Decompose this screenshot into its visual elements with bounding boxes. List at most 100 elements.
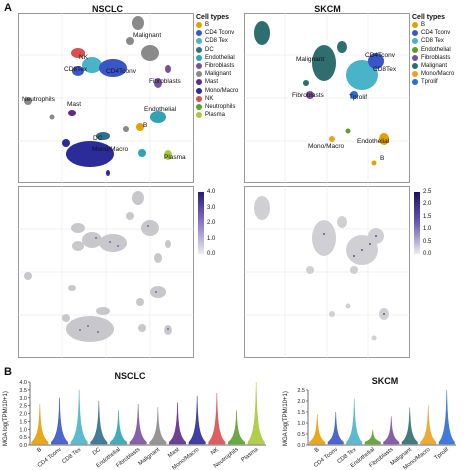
nsclc-violin-category-label: Mast (167, 447, 181, 460)
nsclc-violin-violin (247, 381, 265, 445)
legend-dot-icon (412, 38, 418, 45)
nsclc-expression-clusters (24, 191, 172, 342)
nsclc-legend-item: DC (196, 46, 238, 54)
nsclc-cbar-tick: 2.0 (207, 220, 216, 226)
nsclc-legend-item: Mast (196, 78, 238, 86)
legend-label: Malignant (205, 71, 232, 78)
nsclc-title: NSCLC (92, 4, 123, 14)
nsclc-legend-item: Mono/Macro (196, 87, 238, 95)
skcm-label-endothelial: Endothelial (357, 138, 390, 145)
nsclc-violin-violin (208, 393, 226, 445)
legend-dot-icon (412, 30, 418, 37)
nsclc-violin-category-label: B (36, 447, 43, 454)
legend-label: DC (205, 46, 214, 53)
skcm-clusters (254, 21, 389, 166)
nsclc-cbar-tick: 1.0 (207, 235, 216, 242)
skcm-violin-violin (420, 405, 437, 445)
skcm-violin-ytick-label: 0.0 (297, 443, 305, 449)
skcm-label-monomacro: Mono/Macro (308, 143, 345, 150)
skcm-legend-title: Cell types (412, 14, 446, 21)
nsclc-legend-item: Plasma (196, 111, 238, 119)
legend-label: Plasma (205, 112, 226, 119)
skcm-label-cd4tconv: CD4Tconv (365, 52, 395, 59)
legend-label: Endothelial (205, 54, 235, 61)
nsclc-violin-violin (129, 404, 147, 445)
nsclc-violin-category-label: CD8 Tex (61, 447, 82, 465)
legend-label: CD4 Tconv (421, 30, 451, 37)
skcm-violin-ytick-label: 2.0 (297, 399, 305, 405)
skcm-colorbar-ticks: 2.5 2.0 1.5 1.0 0.5 0.0 (423, 189, 431, 263)
nsclc-violin-ytick-label: 3.5 (19, 388, 27, 394)
nsclc-clusters (24, 16, 172, 176)
nsclc-legend-item: NK (196, 95, 238, 103)
legend-label: Fibroblasts (421, 54, 451, 61)
legend-label: CD8 Tex (421, 38, 444, 45)
nsclc-label-malignant: Malignant (133, 32, 162, 39)
nsclc-violin-ytick-label: 3.0 (19, 396, 27, 402)
nsclc-label-plasma: Plasma (164, 154, 186, 161)
nsclc-label-fibroblasts: Fibroblasts (149, 78, 181, 85)
nsclc-cbar-tick: 4.0 (207, 189, 216, 195)
nsclc-label-b: B (143, 122, 148, 129)
skcm-legend-item: B (412, 21, 454, 29)
legend-dot-icon (196, 54, 202, 61)
nsclc-violin-violin (51, 397, 68, 445)
panel-a-letter: A (4, 2, 12, 14)
legend-label: Tprolif (421, 79, 438, 86)
legend-dot-icon (196, 38, 202, 45)
skcm-label-tprolif: Tprolif (349, 94, 368, 101)
legend-dot-icon (196, 30, 202, 37)
skcm-cbar-tick: 1.5 (423, 213, 432, 220)
nsclc-colorbar (198, 192, 204, 254)
nsclc-violin-ytick-label: 2.0 (19, 412, 27, 418)
skcm-violin-violin (364, 429, 381, 445)
legend-label: B (421, 22, 426, 29)
legend-dot-icon (412, 71, 418, 78)
skcm-legend-item: Fibroblasts (412, 54, 454, 62)
nsclc-legend-item: CD8 Tex (196, 37, 238, 45)
skcm-legend-item: Malignant (412, 62, 454, 70)
nsclc-violin-ytick-label: 0.5 (19, 435, 27, 441)
nsclc-cbar-tick: 0.0 (207, 251, 216, 257)
skcm-umap-celltypes (244, 13, 410, 183)
legend-label: Mast (205, 79, 219, 86)
legend-dot-icon (412, 54, 418, 61)
legend-label: Endothelial (421, 46, 451, 53)
skcm-label-cd8tex: CD8Tex (373, 66, 397, 73)
nsclc-legend-title: Cell types (196, 14, 230, 21)
skcm-legend-item: Endothelial (412, 46, 454, 54)
legend-label: B (205, 22, 210, 29)
nsclc-legend-item: Fibroblasts (196, 62, 238, 70)
legend-dot-icon (196, 22, 202, 29)
skcm-violin-violin (346, 398, 363, 445)
skcm-cbar-tick: 1.0 (423, 226, 432, 233)
nsclc-colorbar-ticks: 4.0 3.0 2.0 1.0 0.0 (207, 189, 215, 267)
nsclc-umap-celltypes (18, 13, 194, 183)
nsclc-violin-category-label: Malignant (138, 447, 162, 467)
skcm-violin-category-label: B (314, 447, 321, 454)
skcm-violin-ytick-label: 1.0 (297, 421, 305, 427)
skcm-label-fibroblasts: Fibroblasts (292, 92, 324, 99)
nsclc-umap-expression (18, 186, 194, 358)
nsclc-label-dc: DC (93, 135, 103, 142)
nsclc-cbar-tick: 3.0 (207, 204, 216, 211)
legend-dot-icon (196, 63, 202, 70)
legend-dot-icon (196, 112, 202, 119)
nsclc-violin-ytick-label: 1.5 (19, 419, 27, 425)
legend-dot-icon (196, 95, 202, 102)
legend-label: Mono/Macro (421, 71, 455, 78)
violin-nsclc-title: NSCLC (114, 371, 146, 381)
nsclc-legend-item: Endothelial (196, 54, 238, 62)
skcm-violin-ytick-label: 2.5 (297, 388, 305, 394)
nsclc-legend-item: B (196, 21, 238, 29)
skcm-violin-violin (383, 416, 400, 445)
nsclc-legend-item: Malignant (196, 70, 238, 78)
nsclc-violin-violin (149, 407, 167, 445)
legend-label: Fibroblasts (205, 63, 235, 70)
nsclc-label-neutrophils: Neutrophils (22, 96, 55, 103)
skcm-legend: Cell types B CD4 Tconv CD8 Tex Endothelial F… (412, 14, 454, 87)
legend-label: CD8 Tex (205, 38, 228, 45)
nsclc-violin-category-label: Plasma (240, 446, 260, 463)
nsclc-violin-violin (70, 389, 88, 445)
